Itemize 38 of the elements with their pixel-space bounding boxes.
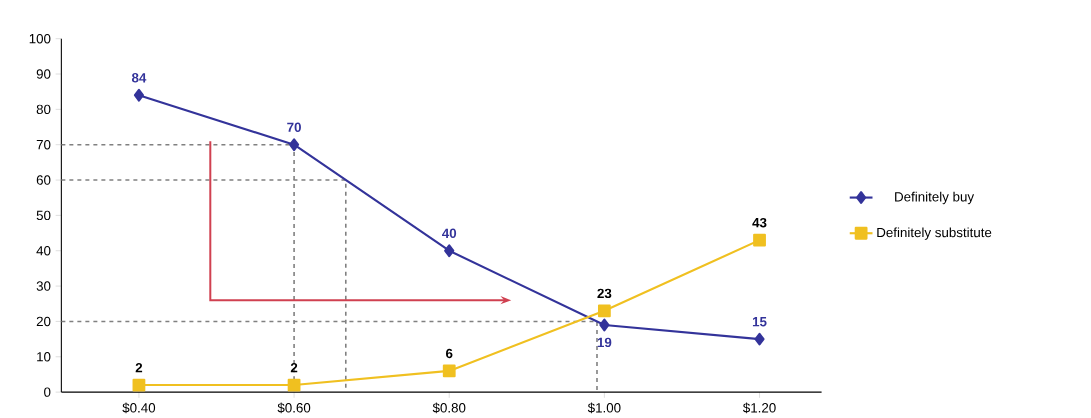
point [442,364,456,378]
data-label: 84 [131,73,147,83]
y-tick-label: 0 [44,387,51,397]
point [599,318,610,332]
y-tick-label: 50 [36,210,51,221]
data-label: 70 [287,122,301,133]
data-label: 40 [442,228,457,239]
x-tick-label: $1.20 [742,402,776,414]
point [444,244,455,258]
data-label: 15 [752,317,767,327]
x-tick-label: $0.60 [277,402,311,414]
data-label: 43 [752,218,767,228]
y-tick-label: 100 [29,34,51,44]
point [754,332,765,346]
y-tick-label: 60 [36,175,51,185]
legend-label: Definitely substitute [877,227,992,240]
x-tick-label: $0.40 [122,402,156,414]
y-tick-label: 40 [36,246,51,256]
y-tick-label: 10 [37,352,51,362]
y-tick-label: 70 [36,140,51,150]
point [597,304,611,318]
point [289,138,300,152]
point [132,378,146,392]
point [287,378,301,392]
data-label: 6 [446,348,453,359]
x-tick-label: $0.80 [432,402,466,414]
y-tick-label: 80 [36,104,51,115]
x-tick-label: $1.00 [587,402,621,414]
data-label: 23 [597,288,612,299]
data-label: 2 [290,363,298,373]
point [753,233,766,247]
y-tick-label: 20 [36,316,51,327]
data-label: 2 [135,363,143,373]
point [133,88,144,102]
legend-label: Definitely buy [895,191,975,205]
y-tick-label: 90 [36,69,51,79]
data-label: 19 [597,337,612,348]
y-tick-label: 30 [36,281,51,291]
